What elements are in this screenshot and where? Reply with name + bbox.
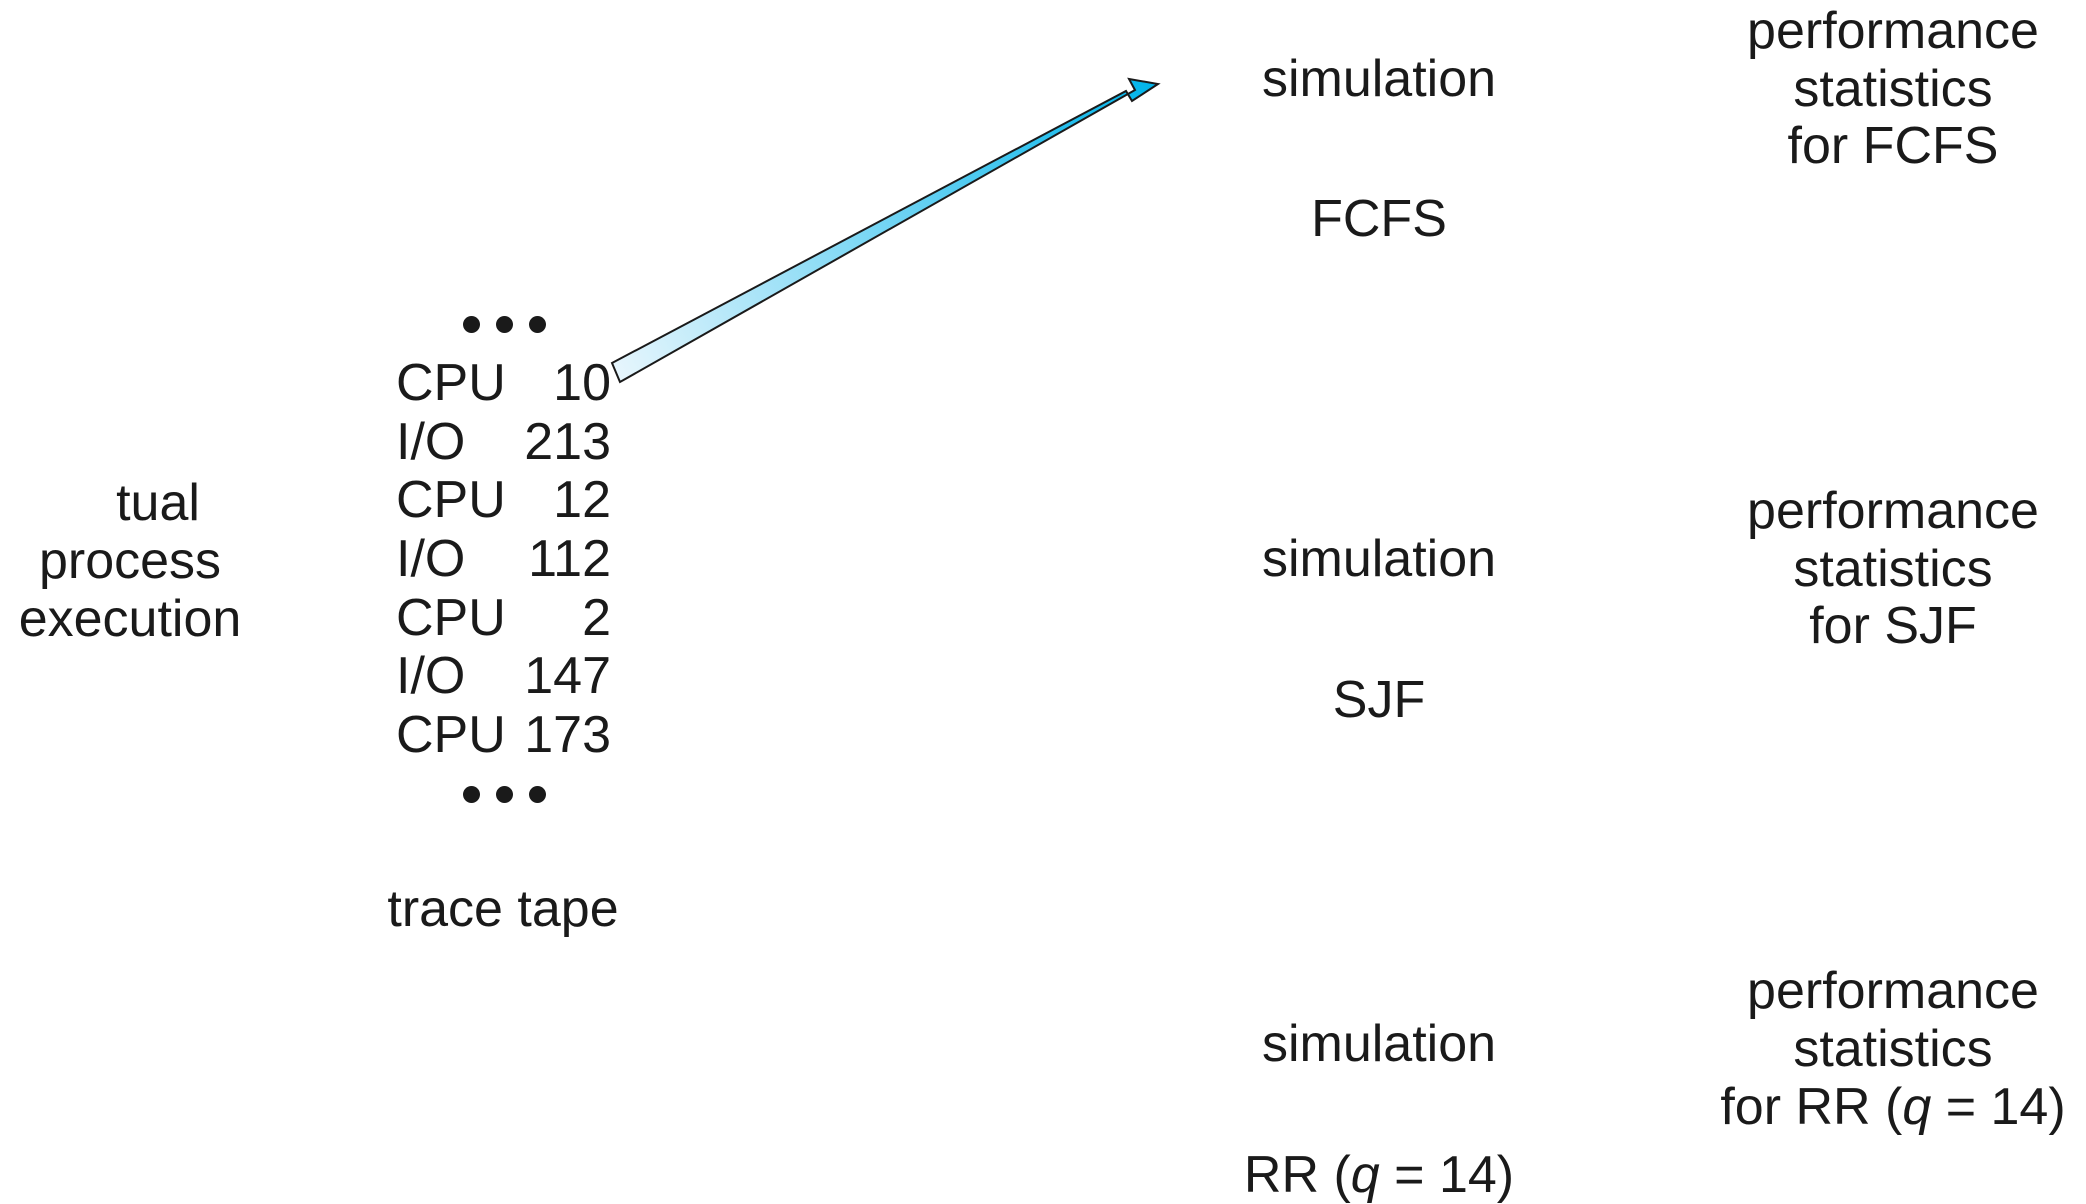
arrow-icon — [610, 77, 1161, 384]
trace-value: 147 — [524, 647, 611, 706]
ellipsis-dot — [529, 786, 546, 803]
trace-row: CPU 173 — [396, 706, 611, 765]
trace-op: CPU — [396, 706, 506, 765]
stats-rr-line-1: performance — [1747, 962, 2039, 1020]
rr-suffix: = 14) — [1379, 1146, 1515, 1204]
ellipsis-dot — [463, 786, 480, 803]
stats-fcfs-line-2: statistics — [1793, 60, 1993, 118]
actual-process-line-3: execution — [18, 590, 242, 648]
trace-value: 12 — [553, 471, 611, 530]
trace-op: I/O — [396, 412, 466, 471]
simulation-rr-algorithm: RR (q = 14) — [1244, 1146, 1514, 1204]
trace-row: CPU 2 — [396, 589, 611, 648]
simulation-fcfs-algorithm: FCFS — [1311, 190, 1447, 248]
stats-fcfs-line-1: performance — [1747, 2, 2039, 60]
trace-value: 173 — [524, 706, 611, 765]
actual-process-line-2: process — [38, 532, 222, 590]
trace-tape-ellipsis-top — [463, 316, 546, 333]
trace-row: CPU 12 — [396, 471, 611, 530]
rr-quantum-var: q — [1350, 1146, 1380, 1204]
trace-tape-list: CPU 10 I/O 213 CPU 12 I/O 112 CPU 2 I/O … — [396, 354, 611, 765]
stats-sjf-line-3: for SJF — [1809, 597, 1977, 655]
trace-op: CPU — [396, 588, 506, 647]
ellipsis-dot — [463, 316, 480, 333]
stats-rr-line-2: statistics — [1793, 1020, 1993, 1078]
trace-row: I/O 112 — [396, 530, 611, 589]
ellipsis-dot — [496, 316, 513, 333]
trace-row: CPU 10 — [396, 354, 611, 413]
stats-rr-line-3: for RR (q = 14) — [1720, 1078, 2065, 1136]
trace-op: CPU — [396, 354, 506, 412]
simulation-fcfs-title: simulation — [1261, 50, 1497, 108]
trace-value: 10 — [553, 354, 611, 412]
stats-fcfs-line-3: for FCFS — [1787, 117, 1999, 175]
simulation-rr-title: simulation — [1261, 1015, 1497, 1073]
stats-rr-prefix: for RR ( — [1720, 1078, 1903, 1136]
simulation-sjf-algorithm: SJF — [1332, 671, 1426, 729]
actual-process-line-1: tual — [116, 474, 200, 532]
stats-sjf-line-2: statistics — [1793, 540, 1993, 598]
ellipsis-dot — [496, 786, 513, 803]
trace-op: CPU — [396, 471, 506, 530]
rr-prefix: RR ( — [1243, 1146, 1351, 1204]
stats-sjf-line-1: performance — [1747, 482, 2039, 540]
trace-row: I/O 213 — [396, 413, 611, 472]
trace-row: I/O 147 — [396, 647, 611, 706]
trace-tape-ellipsis-bottom — [463, 786, 546, 803]
simulation-sjf-title: simulation — [1261, 530, 1497, 588]
trace-value: 112 — [528, 530, 611, 589]
trace-op: I/O — [396, 647, 466, 706]
stats-rr-suffix: = 14) — [1931, 1078, 2066, 1136]
stats-rr-quantum-var: q — [1902, 1078, 1932, 1136]
trace-value: 213 — [524, 412, 611, 471]
trace-op: I/O — [396, 530, 466, 589]
trace-tape-label: trace tape — [387, 880, 619, 938]
trace-value: 2 — [582, 588, 611, 647]
ellipsis-dot — [529, 316, 546, 333]
